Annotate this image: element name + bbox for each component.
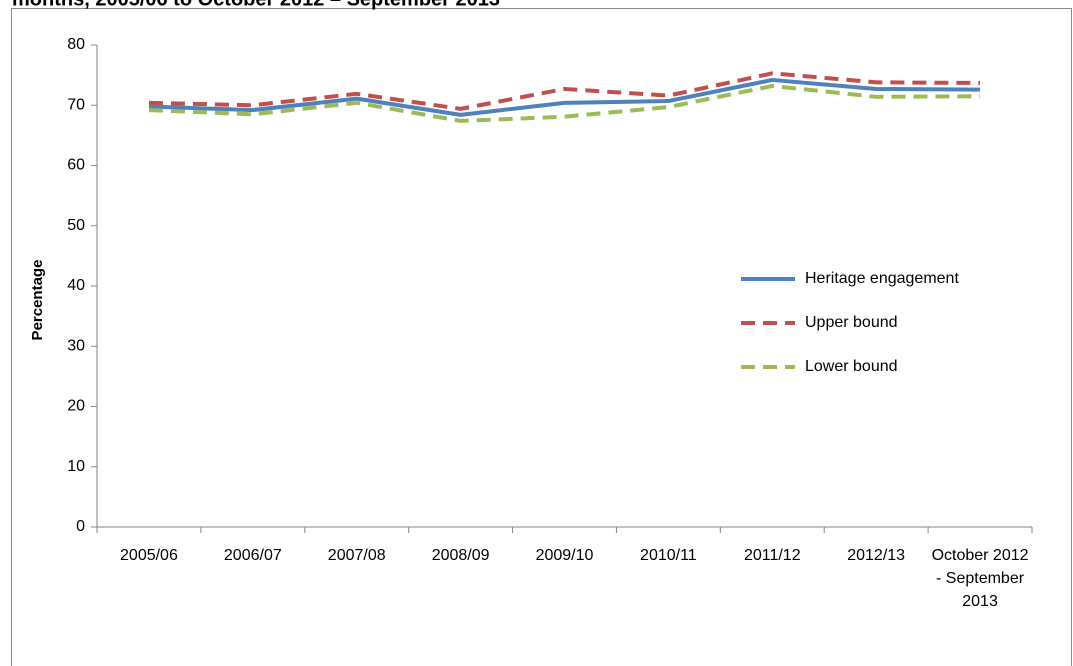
y-tick-label: 10 (67, 458, 85, 475)
line-series (148, 83, 981, 123)
line-series (148, 71, 981, 111)
chart-title: months, 2005/06 to October 2012 – Septem… (12, 0, 500, 10)
y-tick-label: 70 (67, 96, 85, 113)
x-tick-label: 2012/13 (847, 547, 906, 564)
y-tick-label: 50 (67, 217, 85, 234)
x-tick-label: 2005/06 (120, 547, 178, 564)
y-tick-label: 80 (67, 36, 85, 53)
legend-label: Heritage engagement (805, 270, 959, 287)
y-tick-label: 40 (67, 277, 85, 294)
legend-label: Upper bound (805, 314, 898, 331)
x-tick-label: 2011/12 (743, 547, 801, 564)
y-axis-label: Percentage (29, 260, 46, 341)
x-tick-label: October 2012 - September 2013 (931, 547, 1029, 610)
x-tick-label: 2009/10 (535, 547, 594, 564)
x-tick-label: 2006/07 (223, 547, 282, 564)
x-tick-label: 2010/11 (640, 547, 697, 564)
x-tick-label: 2008/09 (431, 547, 490, 564)
legend-label: Lower bound (805, 358, 898, 375)
y-tick-label: 60 (67, 157, 85, 174)
y-tick-label: 20 (67, 398, 85, 415)
y-tick-label: 30 (67, 337, 85, 354)
line-series (148, 77, 981, 117)
y-tick-label: 0 (76, 518, 85, 535)
chart-frame (11, 8, 1072, 666)
x-tick-label: 2007/08 (327, 547, 386, 564)
